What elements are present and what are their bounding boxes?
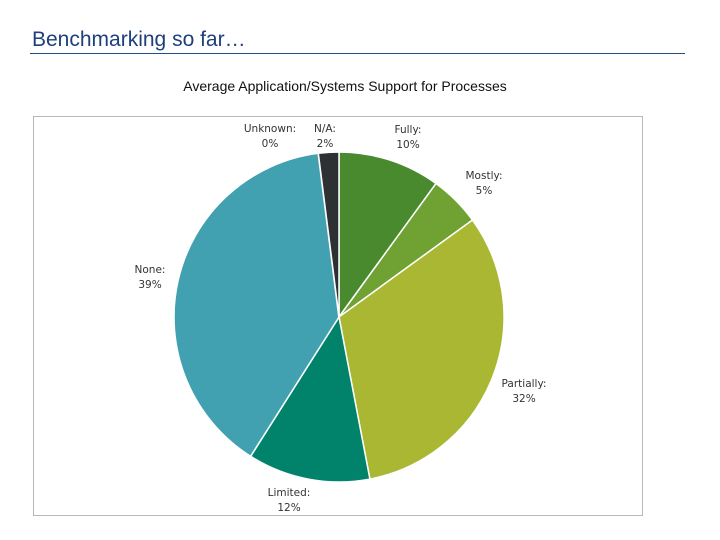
chart-frame: Fully: 10% Mostly: 5% Partially: 32% Limited: 1…: [33, 116, 643, 516]
chart-title: Average Application/Systems Support for …: [183, 78, 507, 94]
pie-slice-fully: [338, 151, 438, 320]
slice-label-unknown: Unknown: 0%: [244, 123, 296, 150]
title-divider: [30, 53, 685, 54]
slice-label-none: None: 39%: [135, 264, 166, 291]
pie-slice-na: [317, 151, 340, 318]
pie-chart: Fully: 10% Mostly: 5% Partially: 32% Limited: 1…: [135, 123, 547, 514]
slice-label-partially: Partially: 32%: [502, 378, 547, 405]
slide-title: Benchmarking so far…: [32, 28, 246, 51]
slice-label-limited: Limited: 12%: [268, 487, 311, 514]
slice-label-fully: Fully: 10%: [395, 124, 422, 151]
pie-slice-limited: [249, 314, 371, 483]
slice-label-na: N/A: 2%: [314, 123, 336, 150]
pie-slice-partially: [338, 218, 505, 480]
pie-slice-none: [173, 152, 340, 458]
slice-label-mostly: Mostly: 5%: [466, 170, 503, 197]
